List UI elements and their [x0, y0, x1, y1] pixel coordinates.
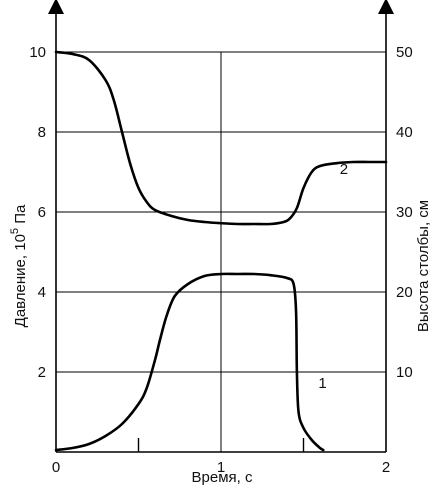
y-right-tick-label: 40	[396, 124, 413, 141]
y-left-tick-label: 2	[38, 364, 46, 381]
y-left-tick-label: 6	[38, 204, 46, 221]
series-label-2: 2	[340, 161, 348, 178]
y-axis-left-title-unit: Па	[12, 204, 29, 228]
x-tick-label: 0	[52, 459, 60, 476]
y-right-tick-label: 10	[396, 364, 413, 381]
x-tick-label: 1	[217, 459, 225, 476]
x-tick-label: 2	[382, 459, 390, 476]
y-axis-left-title-main: Давление, 10	[12, 234, 29, 327]
y-right-tick-label: 50	[396, 44, 413, 61]
labels: 12	[318, 161, 348, 392]
y-axis-left-title: Давление, 105 Па	[9, 204, 29, 327]
y-right-tick-label: 30	[396, 204, 413, 221]
y-left-tick-label: 4	[38, 284, 46, 301]
y-axis-left-title-exponent: 5	[9, 228, 21, 234]
y-left-tick-label: 10	[29, 44, 46, 61]
series-line-1	[54, 272, 325, 452]
y-left-tick-label: 8	[38, 124, 46, 141]
grid	[56, 51, 386, 452]
series	[54, 50, 388, 452]
axes	[48, 0, 394, 453]
y-right-tick-label: 20	[396, 284, 413, 301]
series-line-2	[54, 50, 388, 226]
x-axis-title: Время, с	[192, 469, 253, 486]
y-axis-right-title: Высота столбы, см	[415, 200, 432, 332]
series-label-1: 1	[318, 375, 326, 392]
